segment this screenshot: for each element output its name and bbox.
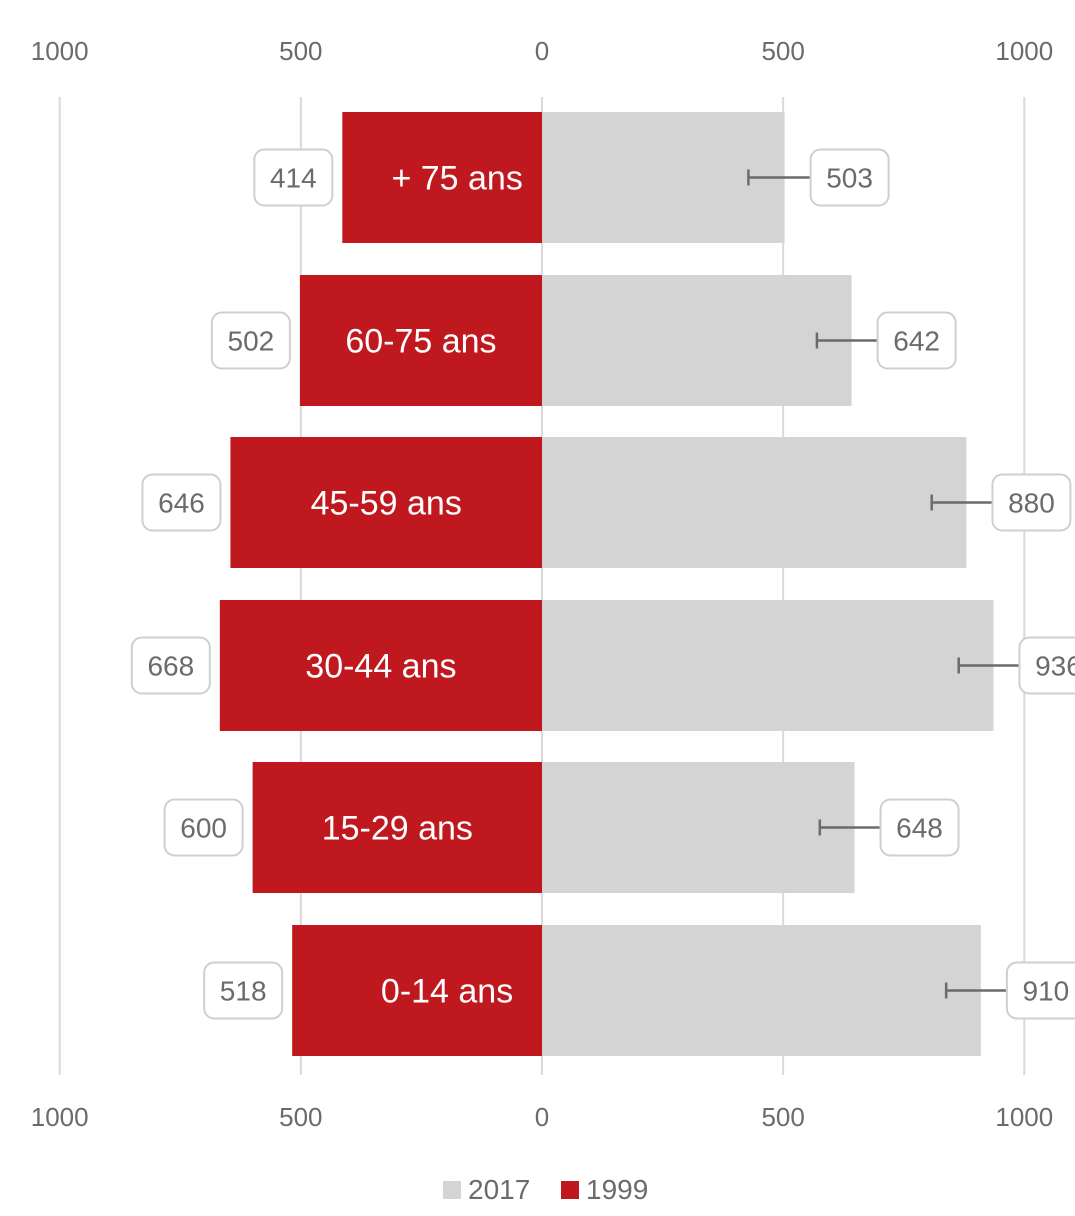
x-tick-label-top: 500 xyxy=(279,36,322,66)
x-tick-label-top: 0 xyxy=(535,36,549,66)
bar-2017-60-75-ans xyxy=(542,275,852,406)
category-label: 0-14 ans xyxy=(381,973,513,1011)
legend: 2017 1999 xyxy=(443,1174,648,1205)
series-1999-bars xyxy=(219,112,542,1056)
bar-2017-45-59-ans xyxy=(542,437,967,568)
value-label-2017: 880 xyxy=(1008,488,1055,519)
x-axis-top: 1000 500 0 500 1000 xyxy=(31,36,1053,66)
value-label-box xyxy=(1005,961,1075,1020)
value-label-box xyxy=(163,798,244,857)
legend-label-1999: 1999 xyxy=(586,1174,648,1205)
value-label-1999: 502 xyxy=(228,326,275,357)
value-label-box xyxy=(141,473,222,532)
x-tick-label-bottom: 500 xyxy=(279,1102,322,1132)
bar-1999-45-59-ans xyxy=(230,437,542,568)
gridlines xyxy=(58,97,1026,1075)
value-label-box xyxy=(1018,636,1075,695)
value-label-2017: 936 xyxy=(1035,651,1075,682)
value-label-box xyxy=(879,798,960,857)
value-label-2017: 910 xyxy=(1023,976,1070,1007)
category-label: 15-29 ans xyxy=(322,810,473,848)
bar-2017-15-29-ans xyxy=(542,762,855,893)
category-labels: + 75 ans 60-75 ans 45-59 ans 30-44 ans 15-29… xyxy=(305,160,523,1011)
value-label-2017: 642 xyxy=(893,326,940,357)
category-label: + 75 ans xyxy=(391,160,522,198)
x-tick-label-bottom: 1000 xyxy=(995,1102,1053,1132)
value-label-box xyxy=(253,148,334,207)
value-label-box xyxy=(876,311,957,370)
x-tick-label-top: 1000 xyxy=(31,36,89,66)
x-axis-bottom: 1000 500 0 500 1000 xyxy=(31,1102,1053,1132)
bar-1999-30-44-ans xyxy=(219,600,542,731)
x-tick-label-top: 1000 xyxy=(995,36,1053,66)
value-label-box xyxy=(809,148,890,207)
bar-2017-0-14-ans xyxy=(542,925,981,1056)
x-tick-label-top: 500 xyxy=(761,36,804,66)
series-2017-bars xyxy=(542,112,994,1056)
value-label-2017: 503 xyxy=(826,163,873,194)
value-label-1999: 414 xyxy=(270,163,317,194)
bar-2017-75-ans xyxy=(542,112,785,243)
bar-1999-0-14-ans xyxy=(292,925,542,1056)
x-tick-label-bottom: 500 xyxy=(761,1102,804,1132)
value-label-box xyxy=(203,961,284,1020)
value-label-2017: 648 xyxy=(896,813,943,844)
x-tick-label-bottom: 0 xyxy=(535,1102,549,1132)
x-tick-label-bottom: 1000 xyxy=(31,1102,89,1132)
legend-swatch-1999 xyxy=(561,1181,579,1199)
value-label-1999: 668 xyxy=(147,651,194,682)
value-label-1999: 600 xyxy=(180,813,227,844)
value-label-1999: 518 xyxy=(220,976,267,1007)
bar-1999-75-ans xyxy=(342,112,542,243)
value-label-1999: 646 xyxy=(158,488,205,519)
value-label-box xyxy=(991,473,1072,532)
bar-1999-15-29-ans xyxy=(252,762,542,893)
value-label-box xyxy=(130,636,211,695)
value-label-box xyxy=(210,311,291,370)
value-labels: 503 414 642 502 880 646 936 668 648 600 910 518 xyxy=(130,148,1075,1020)
legend-swatch-2017 xyxy=(443,1181,461,1199)
error-bars xyxy=(747,169,1022,999)
bar-2017-30-44-ans xyxy=(542,600,994,731)
category-label: 60-75 ans xyxy=(345,323,496,361)
category-label: 45-59 ans xyxy=(311,485,462,523)
legend-label-2017: 2017 xyxy=(468,1174,530,1205)
bar-1999-60-75-ans xyxy=(299,275,542,406)
category-label: 30-44 ans xyxy=(305,648,456,686)
